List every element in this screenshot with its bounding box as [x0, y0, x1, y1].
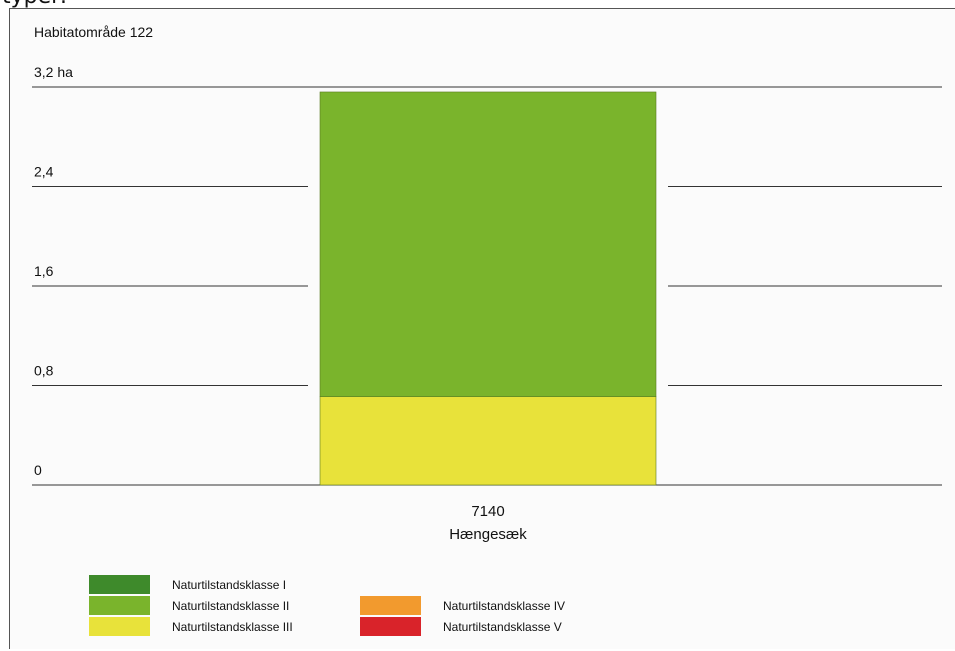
chart-frame: Habitatområde 122 3,2 ha 2,4 1,6 0,8 0 7140 H… — [9, 8, 955, 649]
y-tick-labels: 3,2 ha 2,4 1,6 0,8 0 — [34, 64, 73, 478]
legend-swatch — [360, 617, 421, 636]
y-tick-label: 0 — [34, 462, 42, 478]
caption-fragment: typer: — [2, 0, 67, 9]
chart-svg: Habitatområde 122 3,2 ha 2,4 1,6 0,8 0 7140 H… — [32, 24, 942, 636]
legend: Naturtilstandsklasse I Naturtilstandsklas… — [89, 575, 565, 636]
y-tick-label: 0,8 — [34, 363, 54, 379]
legend-swatch — [360, 596, 421, 615]
x-category-labels: 7140 Hængesæk — [449, 503, 527, 543]
x-category-code: 7140 — [471, 503, 504, 520]
legend-label: Naturtilstandsklasse IV — [443, 599, 565, 613]
bars — [319, 91, 657, 486]
legend-swatch — [89, 596, 150, 615]
legend-swatch — [89, 617, 150, 636]
y-tick-label: 3,2 ha — [34, 64, 73, 80]
legend-label: Naturtilstandsklasse III — [172, 620, 293, 634]
y-tick-label: 2,4 — [34, 164, 54, 180]
legend-label: Naturtilstandsklasse II — [172, 599, 289, 613]
legend-label: Naturtilstandsklasse I — [172, 578, 286, 592]
y-tick-label: 1,6 — [34, 263, 54, 279]
bar-segment — [319, 396, 657, 486]
legend-label: Naturtilstandsklasse V — [443, 620, 562, 634]
x-category-name: Hængesæk — [449, 526, 527, 543]
legend-swatch — [89, 575, 150, 594]
bar-segment — [319, 91, 657, 397]
chart-title: Habitatområde 122 — [34, 24, 153, 40]
